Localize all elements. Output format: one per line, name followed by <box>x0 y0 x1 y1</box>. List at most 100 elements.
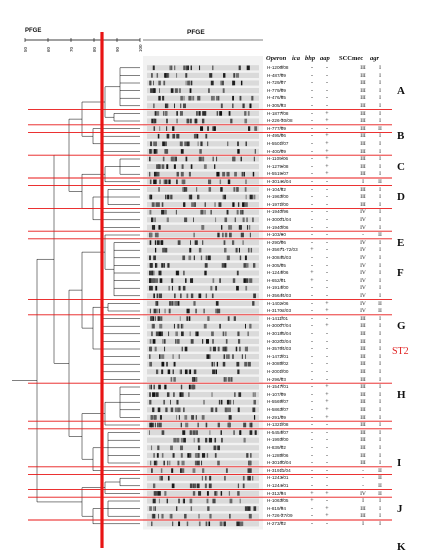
aap-cell: + <box>325 110 329 117</box>
gel-lane <box>147 95 259 101</box>
gel-band <box>152 513 156 519</box>
operon-cell: - <box>281 483 283 489</box>
gel-band <box>182 285 186 291</box>
aap-cell: - <box>326 209 328 216</box>
gel-band <box>200 255 203 261</box>
gel-band <box>215 407 218 413</box>
operon-cell: + <box>280 429 284 436</box>
bhp-cell: - <box>311 369 313 375</box>
gel-band <box>151 118 154 124</box>
gel-band <box>254 149 256 154</box>
aap-cell: - <box>326 338 328 345</box>
gel-band <box>232 103 234 109</box>
gel-band <box>222 194 224 200</box>
gel-band <box>149 171 151 177</box>
gel-band <box>167 369 171 375</box>
gel-band <box>155 202 159 207</box>
bhp-cell: - <box>311 186 313 193</box>
gel-band <box>150 415 152 420</box>
gel-lane <box>147 300 259 306</box>
gel-band <box>156 301 159 306</box>
bhp-cell: - <box>311 171 313 178</box>
aap-cell: - <box>326 277 328 284</box>
gel-band <box>155 285 158 291</box>
gel-band <box>198 293 202 299</box>
aap-cell: - <box>326 422 328 429</box>
gel-band <box>180 111 183 116</box>
gel-band <box>157 316 160 321</box>
bhp-cell: - <box>311 148 313 155</box>
gel-band <box>163 80 166 86</box>
gel-band <box>242 240 244 245</box>
agr-cell: I <box>379 338 381 345</box>
gel-band <box>159 88 160 93</box>
gel-band <box>180 171 184 177</box>
isolate-id: H-5501/07 <box>267 141 289 146</box>
gel-band <box>189 331 191 337</box>
gel-band <box>232 278 236 283</box>
gel-band <box>207 126 209 131</box>
gel-band <box>242 217 245 223</box>
gel-band <box>159 278 163 283</box>
gel-band <box>176 133 180 139</box>
gel-lane <box>147 278 259 284</box>
bhp-cell: - <box>311 429 313 436</box>
bhp-cell: - <box>311 361 313 368</box>
sccmec-cell: III <box>360 133 366 140</box>
sccmec-cell: IV <box>360 247 366 254</box>
gel-band <box>163 263 165 268</box>
gel-lane <box>147 80 259 86</box>
bhp-cell: - <box>311 133 313 140</box>
gel-band <box>246 225 249 230</box>
gel-band <box>244 111 247 116</box>
aap-cell: + <box>325 141 329 147</box>
sccmec-cell: IV <box>360 285 366 292</box>
gel-band <box>156 460 158 466</box>
sccmec-cell: III <box>360 65 366 71</box>
isolate-id: H-31911/04 <box>267 467 291 473</box>
agr-cell: II <box>378 483 382 489</box>
sccmec-cell: III <box>360 315 366 322</box>
aap-cell: - <box>326 179 328 185</box>
gel-band <box>206 491 209 496</box>
gel-band <box>162 141 165 147</box>
bhp-cell: - <box>311 460 313 467</box>
gel-band <box>254 126 258 131</box>
gel-band <box>247 506 251 511</box>
gel-band <box>154 240 157 245</box>
gel-band <box>220 187 223 192</box>
gel-band <box>212 65 214 71</box>
gel-band <box>179 141 183 147</box>
operon-cell: - <box>281 308 283 315</box>
bhp-cell: - <box>311 255 313 261</box>
operon-cell: + <box>280 513 284 520</box>
bhp-cell: + <box>310 270 314 277</box>
gel-band <box>164 73 167 78</box>
sccmec-cell: IV <box>360 255 366 261</box>
gel-band <box>228 232 232 238</box>
gel-band <box>156 73 159 78</box>
isolate-id: H-777/09 <box>267 125 286 131</box>
header-aap: aap <box>320 55 330 62</box>
gel-band <box>156 232 159 238</box>
gel-lane <box>147 392 259 398</box>
gel-band <box>155 149 158 154</box>
bhp-cell: - <box>311 72 313 79</box>
bhp-cell: - <box>311 452 313 459</box>
cluster-label: I <box>397 457 402 470</box>
gel-band <box>157 164 161 169</box>
gel-band <box>162 247 166 253</box>
gel-band <box>174 65 176 71</box>
gel-band <box>154 111 157 116</box>
gel-band <box>254 392 256 397</box>
table-row: H-777/09 + - - III II <box>0 125 431 133</box>
gel-band <box>180 445 184 451</box>
operon-cell: + <box>280 346 284 353</box>
gel-band <box>149 194 152 200</box>
isolate-id: H-5863/07 <box>267 407 289 412</box>
gel-band <box>149 346 153 352</box>
gel-band <box>232 354 234 359</box>
gel-lane <box>147 293 259 299</box>
gel-band <box>167 73 170 78</box>
gel-band <box>230 118 233 124</box>
